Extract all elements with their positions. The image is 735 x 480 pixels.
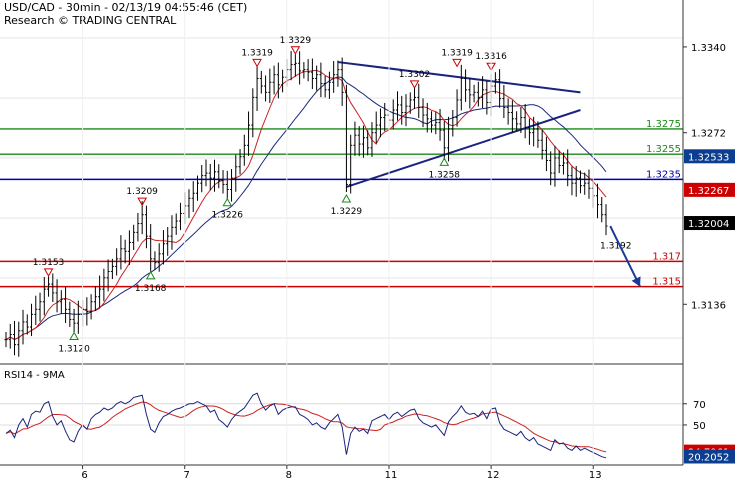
level-label: 1.3255 bbox=[646, 144, 681, 155]
level-label: 1.3235 bbox=[646, 169, 681, 180]
rsi-axis: 705024.796120.2052 bbox=[683, 400, 735, 464]
swing-high-marker bbox=[252, 58, 262, 68]
rsi-layer bbox=[5, 392, 607, 459]
swing-high-label: 1.3302 bbox=[399, 70, 431, 80]
chart-header-title: USD/CAD - 30min - 02/13/19 04:55:46 (CET… bbox=[4, 1, 247, 14]
price-tag-bg bbox=[684, 182, 735, 197]
rsi-ma-line bbox=[5, 401, 607, 453]
swing-low-marker bbox=[145, 270, 156, 280]
price-tag-label: 1.32533 bbox=[688, 152, 729, 163]
price-tag-label: 1.32267 bbox=[688, 186, 729, 197]
time-tick-label: 12 bbox=[487, 470, 500, 480]
level-label: 1.3275 bbox=[646, 119, 681, 130]
swing-high-label: 1.3319 bbox=[441, 48, 473, 58]
swing-high-label: 1.3209 bbox=[126, 187, 158, 197]
price-tick-label: 1.3136 bbox=[691, 300, 726, 311]
target-label: 1.3192 bbox=[600, 242, 632, 252]
price-pane-bg bbox=[0, 0, 683, 362]
projection-arrow-shaft bbox=[609, 225, 641, 288]
swing-low-marker bbox=[69, 331, 79, 340]
swing-high-marker bbox=[43, 268, 54, 277]
time-tick-label: 8 bbox=[286, 470, 292, 480]
swing-low-marker bbox=[341, 193, 352, 203]
swing-high-label: 1.3319 bbox=[241, 48, 273, 58]
rsi-tick-label: 50 bbox=[693, 421, 706, 432]
time-axis: 6 7 8 11 12 13 bbox=[81, 0, 602, 480]
swing-high-label: 1.3329 bbox=[280, 36, 312, 46]
trendline bbox=[337, 61, 581, 94]
time-tick-label: 13 bbox=[589, 470, 602, 480]
price-tick-label: 1.3340 bbox=[691, 43, 726, 54]
rsi-pane-bg bbox=[0, 366, 683, 463]
price-axis: 1.3340 1.3272 1.3136 1.32533 1.32267 1.32004 bbox=[683, 43, 735, 311]
swing-low-label: 1.3258 bbox=[429, 170, 461, 180]
swing-high-marker bbox=[290, 46, 301, 55]
swing-high-marker bbox=[452, 58, 462, 68]
level-label: 1.317 bbox=[652, 251, 681, 262]
swing-high-label: 1.3153 bbox=[33, 258, 65, 268]
rsi-tag-bg bbox=[684, 449, 735, 464]
swing-high-marker bbox=[137, 197, 148, 207]
time-tick-label: 11 bbox=[385, 470, 398, 480]
projection-arrow-head bbox=[631, 276, 641, 287]
level-label: 1.315 bbox=[652, 277, 681, 288]
swing-low-label: 1.3168 bbox=[135, 284, 167, 294]
ma-layer bbox=[5, 69, 607, 341]
rsi-title: RSI14 - 9MA bbox=[4, 370, 65, 381]
rsi-tick-label: 70 bbox=[693, 400, 706, 411]
price-tag-label: 1.32004 bbox=[688, 219, 729, 230]
swing-low-marker bbox=[439, 157, 450, 166]
swing-low-label: 1.3229 bbox=[331, 207, 363, 217]
time-tick-label: 7 bbox=[184, 470, 190, 480]
ma-slow-line bbox=[5, 76, 607, 341]
arrow-layer bbox=[609, 225, 641, 288]
trendline bbox=[346, 109, 581, 188]
rsi-tag-label: 20.2052 bbox=[688, 452, 729, 463]
time-tick-label: 6 bbox=[81, 470, 87, 480]
ma-fast-line bbox=[5, 69, 607, 341]
swing-low-label: 1.3226 bbox=[212, 211, 244, 221]
price-tag-bg bbox=[684, 216, 735, 231]
trendline-layer bbox=[337, 61, 581, 188]
swing-high-marker bbox=[409, 80, 420, 89]
swing-low-label: 1.3120 bbox=[58, 344, 90, 354]
levels-layer: 1.3275 1.3255 1.3235 1.317 1.315 bbox=[0, 119, 683, 288]
chart-header-source: Research © TRADING CENTRAL bbox=[4, 14, 177, 27]
price-tag-bg bbox=[684, 149, 735, 164]
rsi-line bbox=[5, 392, 607, 459]
price-grid bbox=[0, 37, 683, 339]
swing-low-marker bbox=[222, 197, 233, 207]
price-tick-label: 1.3272 bbox=[691, 129, 726, 140]
